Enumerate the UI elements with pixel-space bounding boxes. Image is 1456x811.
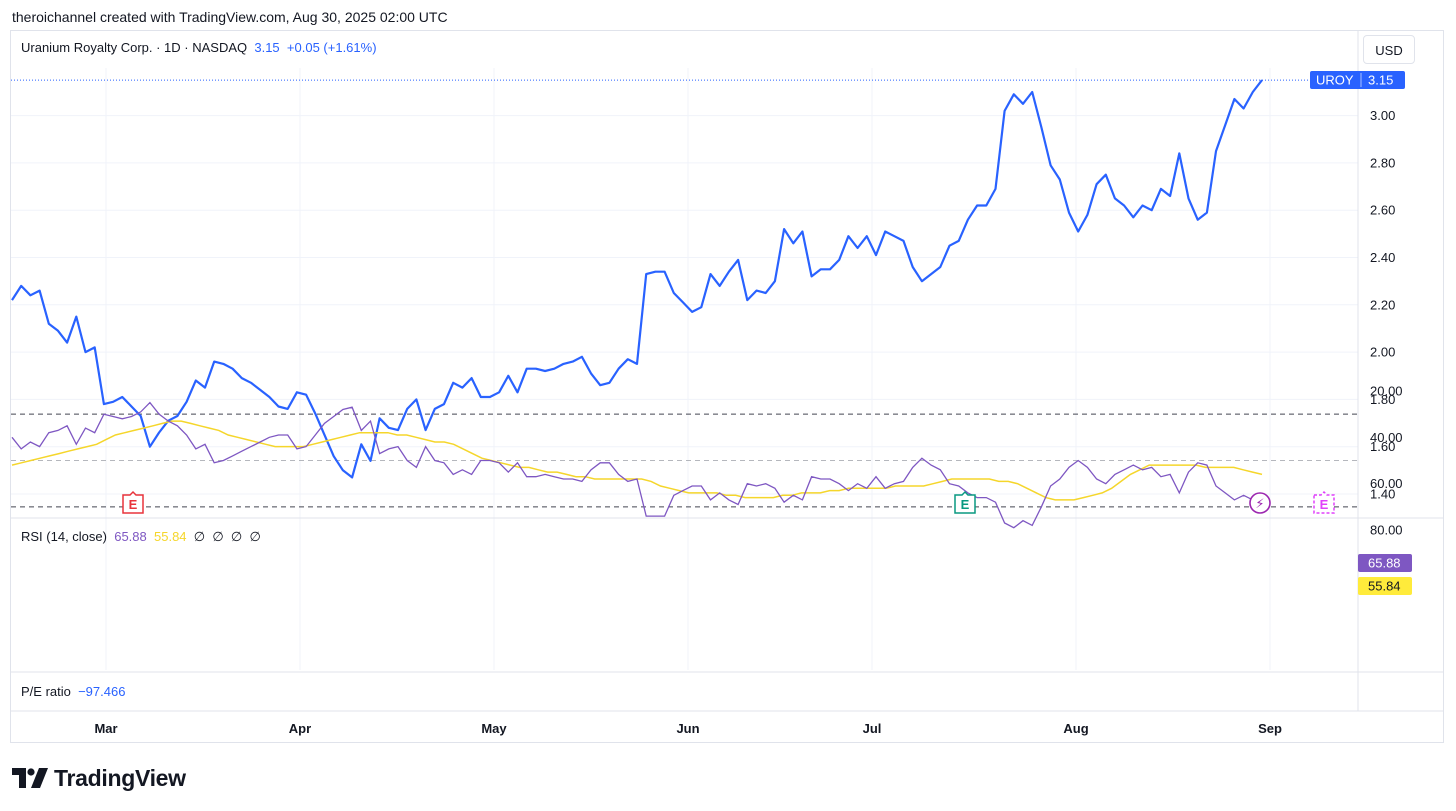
- pe-value: −97.466: [78, 684, 126, 699]
- tradingview-logo[interactable]: TradingView: [12, 763, 186, 793]
- na-value-4: ∅: [249, 529, 261, 544]
- pe-label: P/E ratio: [21, 684, 71, 699]
- time-axis-tick: Aug: [1063, 721, 1088, 736]
- grid-lines: [11, 68, 1358, 670]
- pane-dividers: [11, 31, 1443, 712]
- price-axis[interactable]: 1.40 1.60 1.80 2.00 2.20 2.40 2.60 2.80 3.00: [1370, 108, 1395, 501]
- currency-button[interactable]: USD: [1363, 35, 1415, 64]
- dividend-marker[interactable]: ⚡: [1249, 492, 1271, 514]
- rsi-label: RSI (14, close): [21, 529, 107, 544]
- rsi-axis[interactable]: 20.00 40.00 60.00 80.00: [1370, 384, 1403, 538]
- rsi-legend[interactable]: RSI (14, close) 65.88 55.84 ∅ ∅ ∅ ∅: [21, 529, 261, 545]
- pe-legend[interactable]: P/E ratio −97.466: [21, 684, 125, 699]
- main-legend[interactable]: Uranium Royalty Corp. · 1D · NASDAQ 3.15…: [21, 40, 377, 55]
- tradingview-logo-icon: [12, 768, 48, 788]
- na-value-2: ∅: [212, 529, 224, 544]
- rsi-ma-value-tag: 55.84: [1358, 577, 1412, 595]
- time-axis-tick: Jul: [863, 721, 882, 736]
- time-axis-tick: Jun: [676, 721, 699, 736]
- time-axis-tick: Apr: [289, 721, 311, 736]
- price-series-line: [11, 79, 1263, 479]
- svg-text:E: E: [129, 497, 138, 512]
- chart-frame[interactable]: [10, 30, 1444, 743]
- price-axis-tick: 1.60: [1370, 439, 1395, 454]
- price-axis-tick: 2.00: [1370, 345, 1395, 360]
- price-axis-tick: 3.00: [1370, 108, 1395, 123]
- price-axis-tick: 2.40: [1370, 250, 1395, 265]
- svg-text:E: E: [1320, 497, 1329, 512]
- rsi-ma-tag-value: 55.84: [1368, 579, 1401, 594]
- time-axis-tick: Sep: [1258, 721, 1282, 736]
- price-axis-tick: 2.80: [1370, 155, 1395, 170]
- price-axis-tick: 2.60: [1370, 203, 1395, 218]
- tradingview-brand-text: TradingView: [54, 764, 186, 791]
- na-value-1: ∅: [193, 529, 206, 544]
- price-tag-value: 3.15: [1368, 73, 1393, 88]
- na-value-3: ∅: [230, 529, 243, 544]
- earnings-upcoming-marker[interactable]: E: [1313, 490, 1335, 514]
- price-axis-tick: 2.20: [1370, 297, 1395, 312]
- rsi-axis-tick: 60.00: [1370, 476, 1403, 491]
- time-axis-tick: Mar: [94, 721, 117, 736]
- price-axis-tick: 1.80: [1370, 392, 1395, 407]
- rsi-series-line: [11, 401, 1263, 529]
- time-axis-tick: May: [481, 721, 507, 736]
- rsi-axis-tick: 20.00: [1370, 384, 1403, 399]
- price-axis-tick: 1.40: [1370, 487, 1395, 502]
- symbol-name: Uranium Royalty Corp. · 1D · NASDAQ: [21, 40, 248, 55]
- last-price: 3.15: [254, 40, 280, 55]
- rsi-axis-tick: 40.00: [1370, 430, 1403, 445]
- time-axis[interactable]: Mar Apr May Jun Jul Aug Sep: [94, 721, 1282, 736]
- price-tag: UROY 3.15: [1310, 71, 1405, 89]
- price-change: +0.05 (+1.61%): [286, 40, 377, 55]
- price-tag-ticker: UROY: [1316, 73, 1354, 88]
- svg-text:⚡: ⚡: [1255, 497, 1264, 512]
- rsi-axis-tick: 80.00: [1370, 523, 1403, 538]
- event-markers: E E ⚡ E: [122, 490, 1335, 514]
- earnings-marker[interactable]: E: [954, 490, 976, 514]
- svg-text:E: E: [961, 497, 970, 512]
- rsi-ma-value: 55.84: [154, 529, 187, 544]
- attribution-text: theroichannel created with TradingView.c…: [12, 9, 448, 25]
- rsi-value-tag: 65.88: [1358, 554, 1412, 572]
- rsi-tag-value: 65.88: [1368, 556, 1401, 571]
- rsi-value: 65.88: [114, 529, 147, 544]
- earnings-marker[interactable]: E: [122, 490, 144, 514]
